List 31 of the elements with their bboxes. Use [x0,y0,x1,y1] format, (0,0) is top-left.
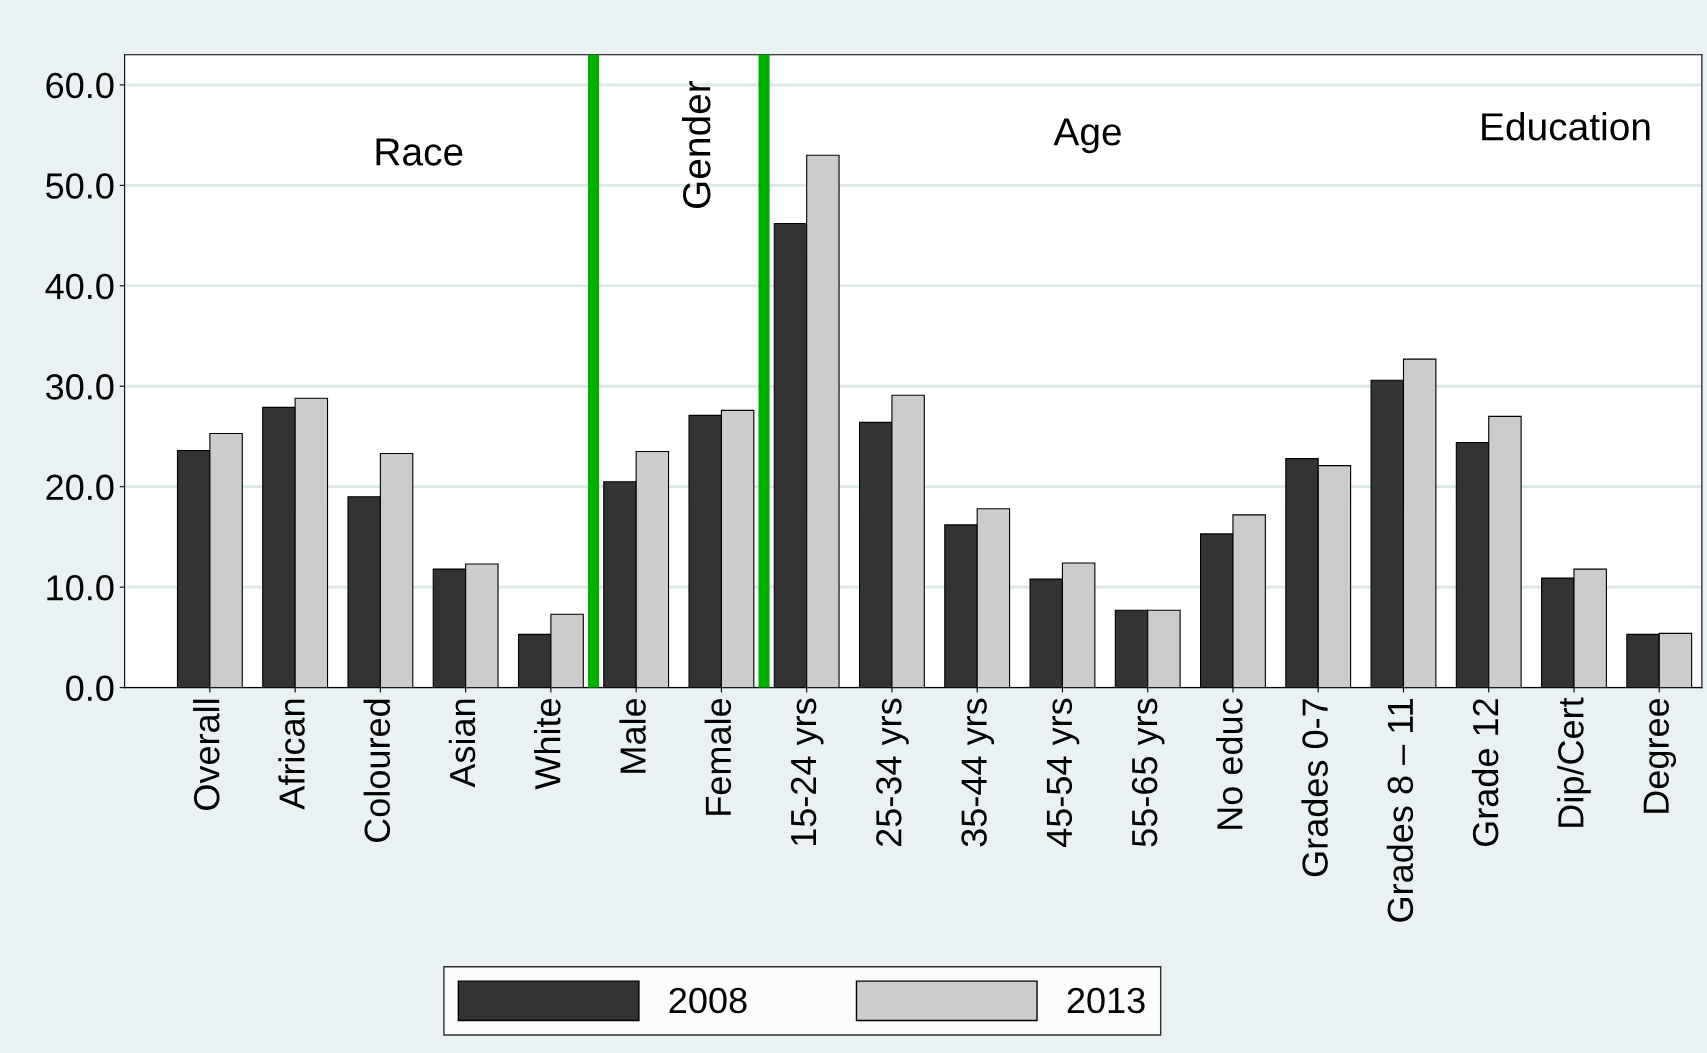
x-tick-label: No educ [1216,698,1243,829]
x-tick-label: White [534,698,561,790]
annotation: Race [376,138,463,166]
y-tick-label: 40.0 [45,273,114,300]
annotation: Age [1053,118,1121,154]
x-tick-label: Degree [1643,698,1677,813]
legend-label: 2013 [1067,987,1145,1014]
x-tick-label: 55-65 yrs [1131,698,1165,847]
x-tick-label: 35-44 yrs [961,698,995,847]
x-tick-label: 15-24 yrs [790,698,824,846]
y-tick-label: 0.0 [66,675,114,702]
x-tick-label: Male [619,698,646,773]
x-tick-label: Grades 8 – 11 [1386,699,1414,922]
x-tick-label: 45-54 yrs [1046,698,1080,848]
y-tick-label: 60.0 [46,72,114,99]
y-tick-label: 30.0 [45,374,114,400]
annotation: Education [1482,111,1650,141]
x-tick-label: 25-34 yrs [876,698,909,847]
x-tick-label: Coloured [363,699,391,843]
x-tick-label: Overall [193,699,220,810]
x-tick-label: Female [704,698,732,815]
x-tick-label: Grades 0-7 [1301,699,1328,877]
x-tick-label: Asian [448,699,476,788]
annotation: Gender [681,80,711,209]
y-tick-label: 10.0 [47,575,114,601]
y-tick-label: 50.0 [46,173,114,199]
text: 2008 [669,987,747,1014]
x-tick-label: Grade 12 [1471,699,1499,847]
y-tick-label: 20.0 [46,474,114,501]
x-tick-label: Dip/Cert [1557,697,1591,827]
x-tick-label: African [278,699,305,810]
